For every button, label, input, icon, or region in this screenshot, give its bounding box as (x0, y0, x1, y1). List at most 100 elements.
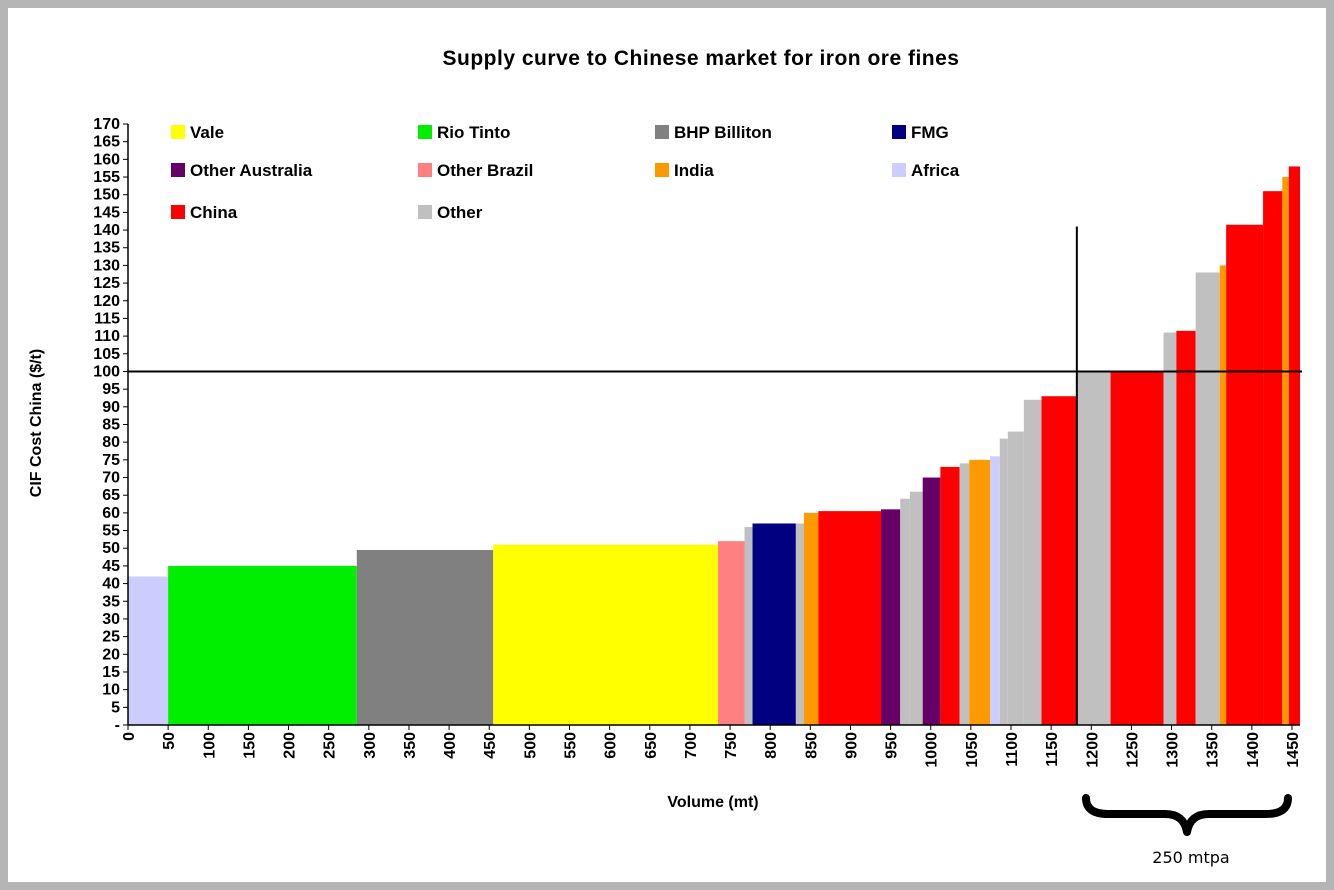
x-tick-label: 250 (322, 732, 339, 759)
bar-vale-3 (493, 544, 719, 725)
legend-item-africa: Africa (892, 161, 960, 180)
legend-label: FMG (911, 123, 949, 142)
bar-china-9 (818, 511, 881, 725)
x-tick-label: 150 (241, 732, 258, 759)
y-tick-label: 15 (102, 664, 120, 681)
bar-other-australia-13 (922, 477, 941, 725)
y-tick-labels: -510152025303540455055606570758085909510… (93, 116, 120, 734)
bar-other-22 (1076, 371, 1111, 725)
y-axis-title: CIF Cost China ($/t) (28, 349, 45, 497)
legend-item-fmg: FMG (892, 123, 949, 142)
x-tick-label: 1150 (1044, 732, 1061, 767)
x-tick-label: 500 (522, 732, 539, 759)
legend-label: Africa (911, 161, 960, 180)
bar-china-23 (1110, 371, 1164, 725)
x-tick-label: 400 (442, 732, 459, 759)
y-tick-label: - (115, 717, 120, 734)
bar-bhp-billiton-2 (356, 550, 494, 725)
y-tick-label: 145 (93, 204, 120, 221)
bar-china-25 (1176, 330, 1196, 725)
x-tick-label: 900 (843, 732, 860, 759)
bar-china-21 (1041, 396, 1077, 725)
bar-other-15 (959, 463, 970, 725)
y-tick-label: 70 (102, 470, 120, 487)
bar-other-7 (795, 523, 804, 725)
y-tick-label: 5 (111, 699, 120, 716)
x-tick-label: 1250 (1124, 732, 1141, 768)
legend-swatch (418, 205, 432, 219)
x-tick-label: 1000 (924, 732, 941, 768)
y-tick-label: 140 (93, 222, 120, 239)
legend-swatch (892, 163, 906, 177)
curly-brace (1082, 794, 1292, 836)
x-tick-label: 750 (723, 732, 740, 759)
y-tick-label: 100 (93, 363, 120, 380)
legend-item-other: Other (418, 203, 483, 222)
legend-label: India (674, 161, 714, 180)
legend-swatch (655, 163, 669, 177)
axes (123, 123, 1300, 730)
y-tick-label: 40 (102, 576, 120, 593)
x-tick-label: 1450 (1285, 732, 1302, 768)
y-tick-label: 35 (102, 593, 120, 610)
legend-swatch (418, 163, 432, 177)
legend-item-china: China (171, 203, 238, 222)
legend-label: Vale (190, 123, 224, 142)
y-tick-label: 10 (102, 682, 120, 699)
x-tick-label: 1300 (1165, 732, 1182, 768)
bar-other-5 (744, 527, 753, 725)
bar-india-27 (1219, 265, 1227, 725)
bar-other-brazil-4 (718, 541, 745, 725)
y-tick-label: 125 (93, 275, 120, 292)
legend-swatch (418, 125, 432, 139)
supply-curve-chart: -510152025303540455055606570758085909510… (28, 47, 1302, 867)
bar-other-australia-10 (880, 509, 901, 725)
y-tick-label: 120 (93, 293, 120, 310)
x-tick-label: 1400 (1245, 732, 1262, 768)
y-tick-label: 110 (94, 328, 120, 345)
y-tick-label: 105 (93, 346, 120, 363)
bar-other-26 (1195, 272, 1220, 725)
legend-item-other-australia: Other Australia (171, 161, 313, 180)
bar-africa-17 (990, 456, 1000, 725)
y-tick-label: 20 (102, 646, 120, 663)
x-tick-label: 50 (161, 732, 178, 750)
bar-other-11 (900, 498, 910, 725)
x-tick-label: 100 (201, 732, 218, 759)
x-tick-label: 800 (763, 732, 780, 759)
bar-other-24 (1163, 332, 1177, 725)
legend-label: Other Australia (190, 161, 313, 180)
bar-china-31 (1288, 166, 1300, 725)
chart-title: Supply curve to Chinese market for iron … (443, 47, 960, 70)
bar-china-28 (1226, 224, 1264, 725)
legend-item-vale: Vale (171, 123, 224, 142)
bar-india-16 (969, 459, 991, 725)
legend-label: Rio Tinto (437, 123, 510, 142)
legend-label: China (190, 203, 238, 222)
y-tick-label: 75 (102, 452, 120, 469)
bar-india-8 (803, 512, 819, 725)
y-tick-label: 170 (93, 116, 120, 133)
legend-swatch (892, 125, 906, 139)
bar-fmg-6 (752, 523, 796, 725)
y-tick-label: 30 (102, 611, 120, 628)
x-tick-label: 600 (603, 732, 620, 759)
bar-other-12 (909, 491, 923, 725)
bar-rio-tinto-1 (168, 565, 357, 725)
legend-label: BHP Billiton (674, 123, 772, 142)
legend-item-rio-tinto: Rio Tinto (418, 123, 510, 142)
legend-swatch (171, 163, 185, 177)
bar-other-19 (1007, 431, 1024, 725)
y-tick-label: 165 (93, 134, 120, 151)
reference-lines (128, 226, 1302, 725)
legend-item-other-brazil: Other Brazil (418, 161, 533, 180)
y-tick-label: 115 (94, 310, 120, 327)
x-tick-label: 1050 (964, 732, 981, 768)
x-tick-label: 1100 (1004, 732, 1021, 767)
y-tick-label: 45 (102, 558, 120, 575)
x-axis-title: Volume (mt) (667, 794, 758, 811)
y-tick-label: 155 (93, 169, 120, 186)
y-tick-label: 135 (93, 240, 120, 257)
bar-china-14 (940, 466, 960, 725)
x-tick-label: 450 (482, 732, 499, 759)
